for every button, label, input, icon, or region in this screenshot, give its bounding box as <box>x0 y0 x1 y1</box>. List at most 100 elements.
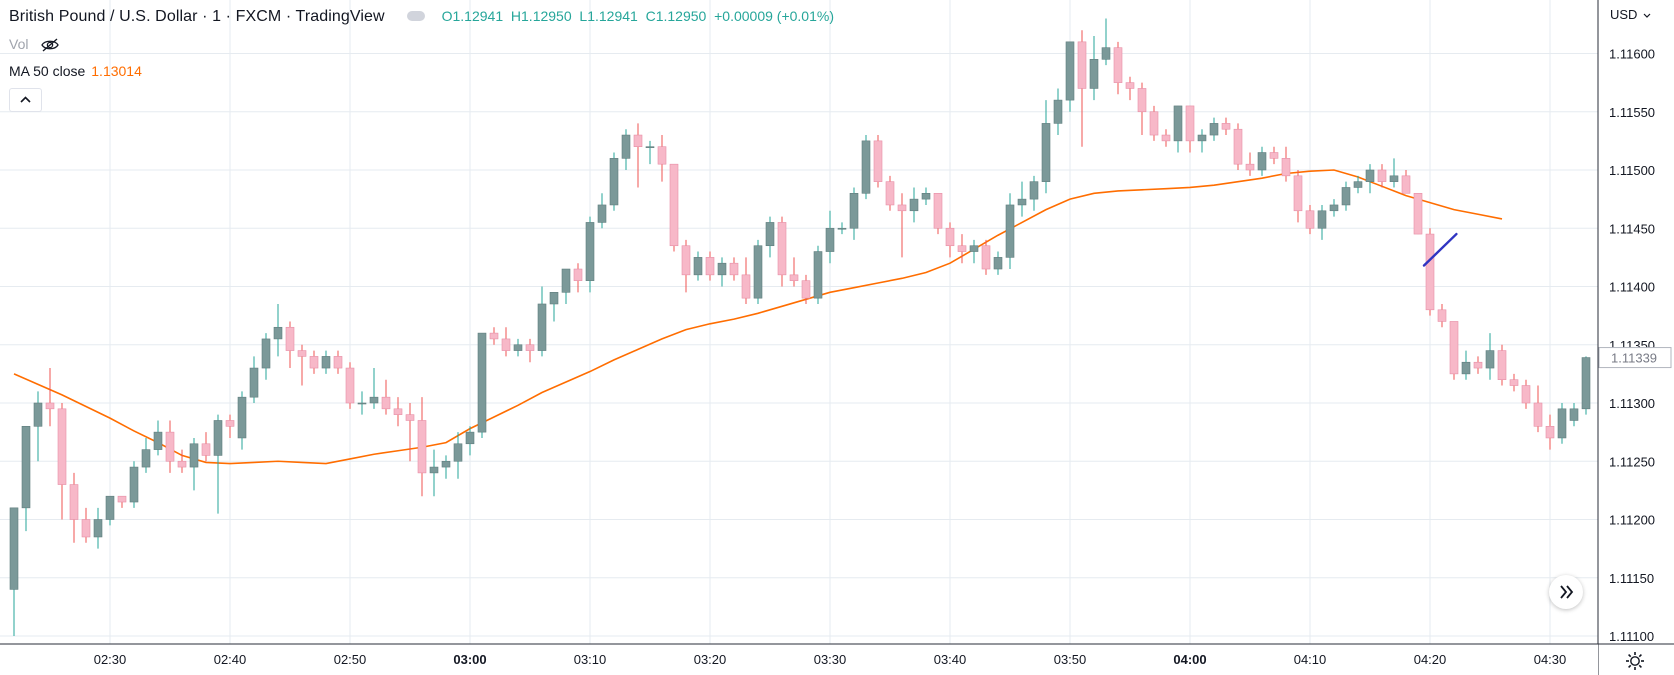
candle-body <box>1162 135 1170 141</box>
candle-body <box>1390 176 1398 182</box>
settings-gear-icon[interactable] <box>1624 650 1646 672</box>
symbol-legend: British Pound / U.S. Dollar · 1 · FXCM ·… <box>9 8 834 26</box>
candle-up <box>1174 106 1182 153</box>
candle-body <box>550 292 558 304</box>
candle-up <box>274 304 282 356</box>
candle-down <box>1450 321 1458 379</box>
candle-up <box>262 333 270 380</box>
candle-body <box>382 397 390 409</box>
candle-up <box>370 368 378 409</box>
ma-legend[interactable]: MA 50 close 1.13014 <box>9 63 142 79</box>
candle-body <box>370 397 378 403</box>
candle-up <box>1090 36 1098 100</box>
collapse-legend-button[interactable] <box>9 88 42 112</box>
candle-body <box>850 193 858 228</box>
candle-up <box>454 432 462 479</box>
candle-body <box>130 467 138 502</box>
price-tick-label: 1.11500 <box>1609 163 1655 178</box>
time-tick-label: 02:40 <box>214 652 247 667</box>
candle-body <box>1354 182 1362 188</box>
candle-up <box>1342 182 1350 211</box>
candle-body <box>358 403 366 404</box>
price-tick-label: 1.11200 <box>1609 513 1655 528</box>
candle-body <box>838 228 846 229</box>
candle-down <box>1546 415 1554 450</box>
candle-body <box>1102 48 1110 60</box>
candle-body <box>1198 135 1206 141</box>
ma-50-layer <box>14 170 1502 464</box>
candle-body <box>238 397 246 438</box>
candle-down <box>1234 123 1242 170</box>
candle-down <box>1474 356 1482 373</box>
candle-body <box>814 252 822 299</box>
candle-down <box>1078 30 1086 147</box>
candle-down <box>898 193 906 257</box>
candle-down <box>634 123 642 187</box>
candle-down <box>682 240 690 292</box>
candle-up <box>190 438 198 490</box>
candle-up <box>322 351 330 374</box>
candle-down <box>490 327 498 344</box>
candle-body <box>430 467 438 473</box>
candle-body <box>1246 164 1254 170</box>
candle-body <box>70 485 78 520</box>
candle-body <box>1006 205 1014 257</box>
candle-body <box>1054 100 1062 123</box>
candle-body <box>718 263 726 275</box>
candle-body <box>922 193 930 199</box>
candle-body <box>442 461 450 467</box>
price-axis[interactable]: 1.11100 1.11150 1.11200 1.11250 1.11300 1.113… <box>1598 0 1674 675</box>
candle-down <box>226 415 234 438</box>
candle-up <box>862 135 870 199</box>
candle-up <box>250 356 258 403</box>
toggle-pill-icon[interactable] <box>407 11 425 21</box>
candle-down <box>1510 374 1518 391</box>
candle-down <box>406 403 414 461</box>
candle-body <box>514 345 522 351</box>
eye-hidden-icon[interactable] <box>40 37 60 53</box>
candle-up <box>1030 176 1038 211</box>
candle-body <box>154 432 162 449</box>
time-tick-label: 04:00 <box>1173 652 1206 667</box>
currency-selector[interactable]: USD <box>1610 7 1651 22</box>
candle-up <box>754 240 762 304</box>
volume-legend[interactable]: Vol <box>9 36 60 53</box>
candle-body <box>694 257 702 274</box>
candle-body <box>118 496 126 502</box>
scroll-to-realtime-button[interactable] <box>1549 575 1583 609</box>
price-chart[interactable]: 1.111001.111501.112001.112501.113001.113… <box>0 0 1674 675</box>
candle-up <box>142 438 150 473</box>
candle-up <box>478 333 486 438</box>
candle-body <box>1414 193 1422 234</box>
candle-down <box>298 345 306 386</box>
candle-body <box>1294 176 1302 211</box>
symbol-title[interactable]: British Pound / U.S. Dollar · 1 · FXCM ·… <box>9 8 385 25</box>
candle-body <box>970 246 978 252</box>
chevron-up-icon <box>10 89 41 111</box>
chart-grid <box>0 0 1598 644</box>
candle-up <box>1462 351 1470 380</box>
candle-body <box>454 444 462 461</box>
candle-down <box>418 397 426 496</box>
candle-up <box>1054 88 1062 135</box>
candle-body <box>262 339 270 368</box>
candle-body <box>1426 234 1434 310</box>
candle-body <box>826 228 834 251</box>
candle-down <box>46 368 54 426</box>
candle-body <box>1534 403 1542 426</box>
time-axis[interactable]: 02:30 02:40 02:50 03:00 03:10 03:20 03:30 03:40… <box>0 644 1674 675</box>
candle-down <box>1270 147 1278 164</box>
candle-down <box>346 362 354 409</box>
open-label: O <box>442 8 453 24</box>
price-tick-label: 1.11400 <box>1609 280 1655 295</box>
candle-body <box>754 246 762 298</box>
candle-up <box>1006 193 1014 269</box>
candle-body <box>1558 409 1566 438</box>
candle-body <box>1402 176 1410 193</box>
candle-down <box>1426 228 1434 315</box>
candle-up <box>850 187 858 239</box>
time-tick-label: 02:50 <box>334 652 367 667</box>
chevron-down-icon <box>1643 13 1651 19</box>
candle-up <box>922 187 930 204</box>
candle-up <box>910 187 918 222</box>
